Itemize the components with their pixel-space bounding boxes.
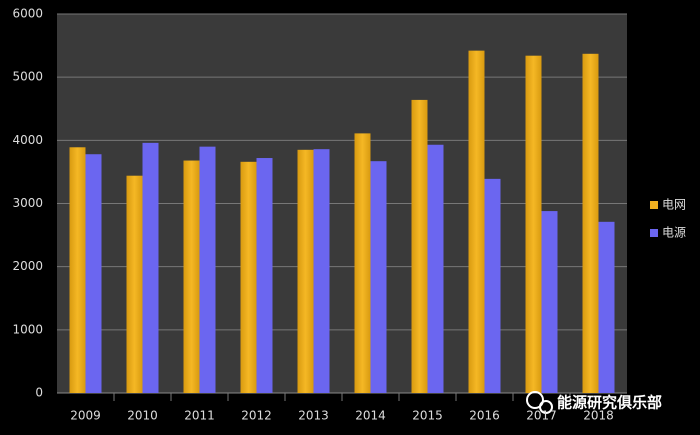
x-tick-label: 2012	[241, 409, 272, 423]
bar	[411, 99, 428, 393]
bar	[598, 221, 615, 393]
legend-label: 电网	[662, 198, 686, 212]
x-tick-label: 2013	[298, 409, 329, 423]
bar	[525, 55, 542, 393]
bar	[484, 178, 501, 393]
x-tick-label: 2018	[583, 409, 614, 423]
y-tick-label: 0	[35, 386, 43, 400]
y-tick-label: 5000	[12, 70, 43, 84]
y-tick-label: 1000	[12, 322, 43, 336]
x-tick-label: 2010	[127, 409, 158, 423]
y-tick-label: 2000	[12, 259, 43, 273]
bar	[370, 161, 387, 393]
bar	[183, 160, 200, 393]
y-tick-label: 3000	[12, 196, 43, 210]
bar	[256, 158, 273, 393]
y-tick-label: 4000	[12, 133, 43, 147]
bar	[69, 147, 86, 393]
legend-swatch	[650, 201, 658, 209]
x-tick-label: 2017	[526, 409, 557, 423]
bar	[240, 161, 257, 393]
bar	[354, 133, 371, 393]
x-tick-label: 2016	[469, 409, 500, 423]
bar	[582, 53, 599, 394]
x-tick-label: 2015	[412, 409, 443, 423]
bar	[313, 149, 330, 393]
y-tick-label: 6000	[12, 7, 43, 21]
x-tick-label: 2009	[70, 409, 101, 423]
bar	[126, 175, 143, 393]
x-tick-label: 2014	[355, 409, 386, 423]
bar	[297, 149, 314, 393]
bar	[142, 142, 159, 393]
legend-swatch	[650, 229, 658, 237]
watermark-icon	[526, 391, 553, 414]
x-tick-label: 2011	[184, 409, 215, 423]
bar	[468, 50, 485, 394]
legend-label: 电源	[662, 226, 686, 240]
bar	[427, 144, 444, 393]
watermark: 能源研究俱乐部	[557, 394, 662, 412]
bar	[541, 211, 558, 393]
bar	[85, 154, 102, 393]
bar	[199, 146, 216, 393]
